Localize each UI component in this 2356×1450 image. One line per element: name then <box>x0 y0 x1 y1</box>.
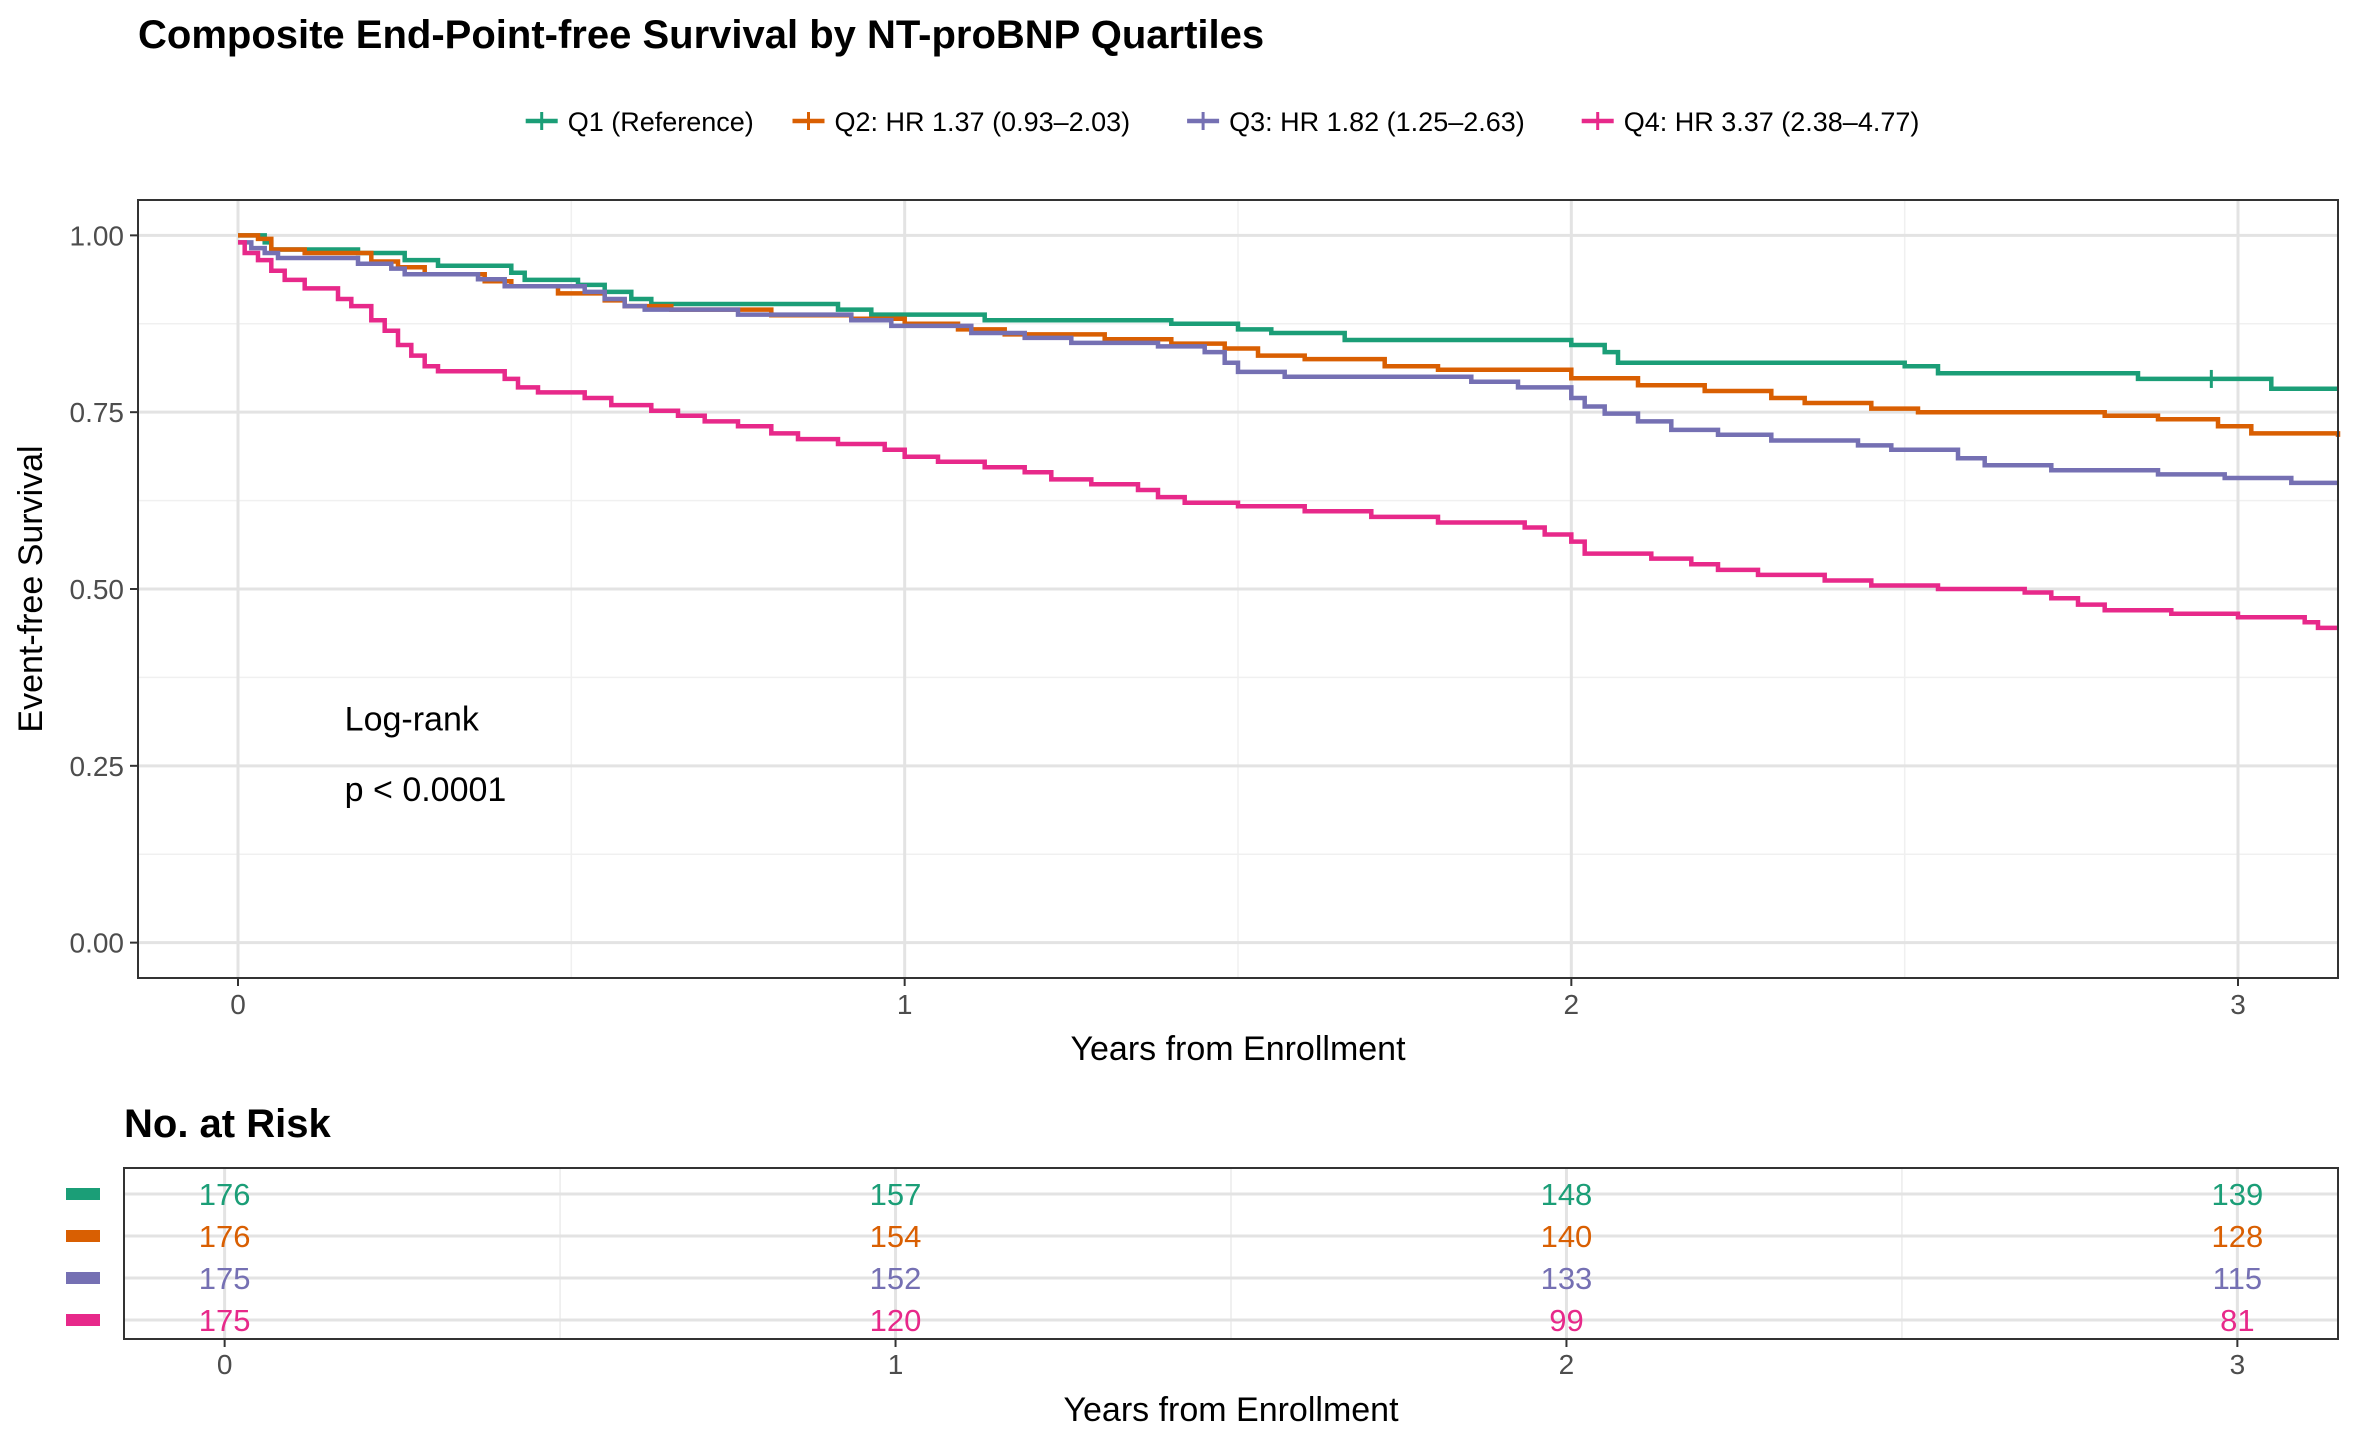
risk-count-q1: 148 <box>1541 1177 1593 1212</box>
risk-table-x-axis-label: Years from Enrollment <box>1063 1391 1399 1429</box>
risk-row-color-key-q3 <box>66 1272 100 1284</box>
risk-count-q4: 175 <box>199 1303 251 1338</box>
risk-table: 176 157 148 139 176 154 140 128 175 152 133 115 175 1… <box>66 1177 2263 1380</box>
legend-label-q2: Q2: HR 1.37 (0.93–2.03) <box>835 107 1131 137</box>
legend-label-q4: Q4: HR 3.37 (2.38–4.77) <box>1624 107 1920 137</box>
risk-row-color-key-q1 <box>66 1188 100 1200</box>
legend: Q1 (Reference) Q2: HR 1.37 (0.93–2.03) Q3:… <box>525 107 1920 137</box>
risk-count-q3: 133 <box>1541 1261 1593 1296</box>
y-tick-label: 0.00 <box>70 928 125 959</box>
risk-count-q3: 152 <box>870 1261 922 1296</box>
risk-x-tick-label: 1 <box>888 1349 904 1380</box>
main-axis-ticks: 0 1 2 3 0.00 0.25 0.50 0.75 1.00 <box>70 220 2246 1020</box>
risk-table-border <box>123 1167 2339 1340</box>
risk-x-tick-label: 3 <box>2230 1349 2246 1380</box>
risk-row-color-key-q4 <box>66 1314 100 1326</box>
risk-count-q2: 128 <box>2211 1219 2263 1254</box>
risk-count-q1: 139 <box>2211 1177 2263 1212</box>
risk-table-grid <box>124 1168 2338 1339</box>
y-tick-label: 1.00 <box>70 220 125 251</box>
x-tick-label: 0 <box>230 989 246 1020</box>
risk-table-title: No. at Risk <box>124 1102 331 1146</box>
risk-count-q1: 157 <box>870 1177 922 1212</box>
risk-count-q4: 99 <box>1549 1303 1583 1338</box>
risk-x-tick-label: 2 <box>1559 1349 1575 1380</box>
risk-row-color-key-q2 <box>66 1230 100 1242</box>
y-tick-label: 0.25 <box>70 751 125 782</box>
x-tick-label: 2 <box>1564 989 1580 1020</box>
survival-curve-q3 <box>238 240 2338 486</box>
plot-panel-border <box>137 199 2339 979</box>
risk-count-q1: 176 <box>199 1177 251 1212</box>
legend-label-q3: Q3: HR 1.82 (1.25–2.63) <box>1229 107 1525 137</box>
logrank-annotation-pvalue: p < 0.0001 <box>345 771 507 809</box>
risk-count-q4: 120 <box>870 1303 922 1338</box>
y-tick-label: 0.50 <box>70 574 125 605</box>
risk-count-q3: 115 <box>2213 1261 2262 1296</box>
survival-curve-q1 <box>238 233 2338 392</box>
risk-count-q2: 154 <box>870 1219 922 1254</box>
risk-count-q3: 175 <box>199 1261 251 1296</box>
main-series <box>238 233 2341 631</box>
risk-x-tick-label: 0 <box>217 1349 233 1380</box>
risk-count-q2: 176 <box>199 1219 251 1254</box>
x-tick-label: 1 <box>897 989 913 1020</box>
risk-count-q2: 140 <box>1541 1219 1593 1254</box>
x-tick-label: 3 <box>2230 989 2246 1020</box>
chart-title: Composite End-Point-free Survival by NT-… <box>138 13 1264 57</box>
survival-curve-q4 <box>238 240 2338 631</box>
y-axis-label: Event-free Survival <box>12 445 50 732</box>
y-tick-label: 0.75 <box>70 397 125 428</box>
legend-label-q1: Q1 (Reference) <box>568 107 754 137</box>
logrank-annotation-label: Log-rank <box>345 700 480 738</box>
x-axis-label: Years from Enrollment <box>1070 1030 1406 1068</box>
risk-count-q4: 81 <box>2220 1303 2254 1338</box>
